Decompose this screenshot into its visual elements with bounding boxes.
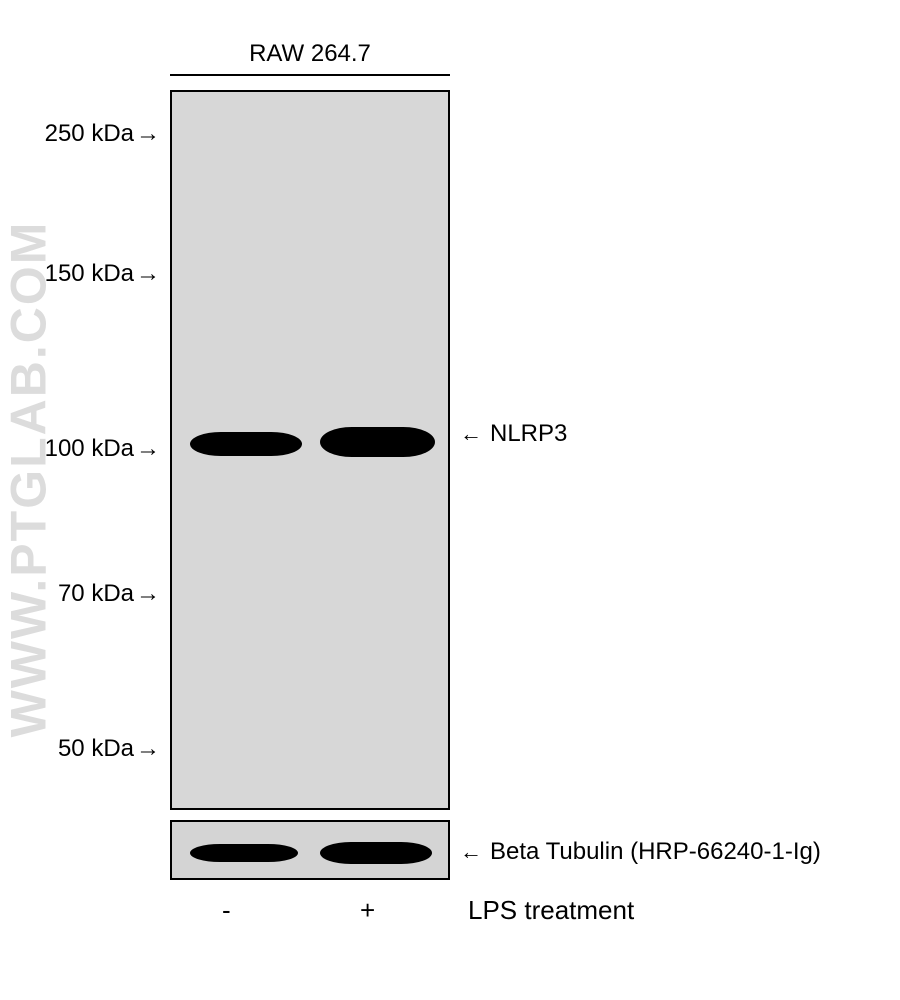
mw-marker: 100 kDa→ <box>0 435 160 463</box>
band-label-text: NLRP3 <box>490 420 567 448</box>
arrow-right-icon: → <box>136 580 160 607</box>
blot-main-panel <box>170 90 450 810</box>
band-nlrp3-lane1 <box>190 432 302 456</box>
arrow-right-icon: → <box>136 735 160 762</box>
mw-marker-label: 50 kDa <box>58 735 134 762</box>
mw-marker: 250 kDa→ <box>0 120 160 148</box>
mw-marker: 70 kDa→ <box>0 580 160 608</box>
band-nlrp3-lane2 <box>320 427 435 457</box>
mw-marker-label: 70 kDa <box>58 580 134 607</box>
arrow-right-icon: → <box>136 260 160 287</box>
band-tubulin-lane2 <box>320 842 432 864</box>
band-label-text: Beta Tubulin (HRP-66240-1-Ig) <box>490 838 821 866</box>
blot-loading-panel <box>170 820 450 880</box>
band-label: ← NLRP3 <box>460 420 567 448</box>
mw-marker: 150 kDa→ <box>0 260 160 288</box>
arrow-left-icon: ← <box>460 841 482 863</box>
mw-marker: 50 kDa→ <box>0 735 160 763</box>
arrow-right-icon: → <box>136 120 160 147</box>
band-label: ← Beta Tubulin (HRP-66240-1-Ig) <box>460 838 821 866</box>
treatment-symbol: - <box>222 895 231 926</box>
arrow-left-icon: ← <box>460 423 482 445</box>
western-blot-figure: WWW.PTGLAB.COM RAW 264.7 250 kDa→150 kDa… <box>0 0 900 1000</box>
sample-label: RAW 264.7 <box>170 40 450 68</box>
mw-marker-label: 250 kDa <box>45 120 134 147</box>
mw-marker-label: 100 kDa <box>45 435 134 462</box>
mw-marker-label: 150 kDa <box>45 260 134 287</box>
watermark-text: WWW.PTGLAB.COM <box>0 221 57 738</box>
treatment-symbol: + <box>360 895 375 926</box>
treatment-label: LPS treatment <box>468 895 634 926</box>
band-tubulin-lane1 <box>190 844 298 862</box>
sample-label-line <box>170 74 450 76</box>
arrow-right-icon: → <box>136 435 160 462</box>
